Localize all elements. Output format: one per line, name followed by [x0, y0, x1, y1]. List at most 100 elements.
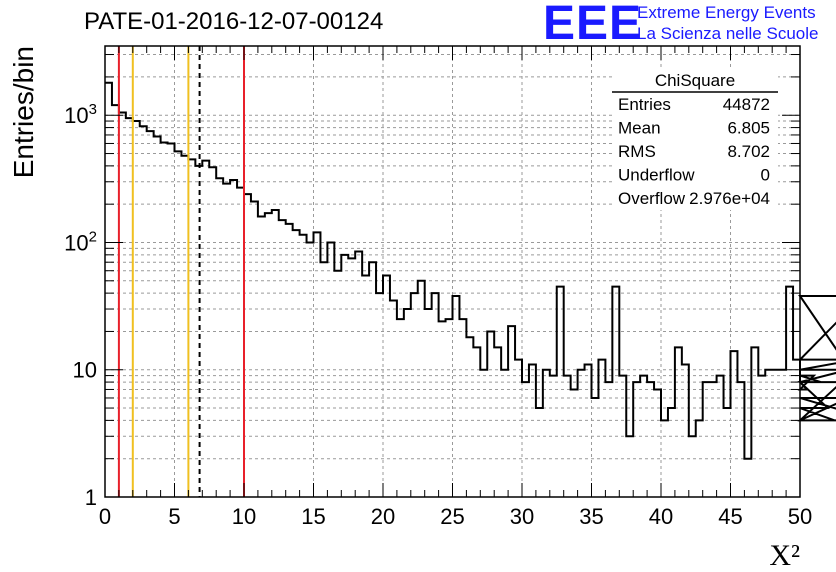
histogram-bin [230, 180, 237, 497]
histogram-bin [592, 398, 599, 497]
histogram-bin [682, 364, 689, 497]
histogram-bin [536, 408, 543, 497]
x-tick-label: 10 [232, 504, 256, 529]
histogram-bin [494, 347, 501, 497]
histogram-bin [126, 118, 133, 497]
histogram-bin [397, 319, 404, 497]
histogram-bin [717, 376, 724, 497]
stats-label: Overflow [618, 189, 686, 208]
histogram-bin [779, 370, 786, 497]
histogram-bin [418, 281, 425, 497]
x-tick-label: 5 [168, 504, 180, 529]
histogram-bin [390, 301, 397, 497]
x-tick-label: 0 [99, 504, 111, 529]
stats-value: 44872 [723, 95, 770, 114]
histogram-bin [244, 194, 251, 497]
logo-subtitle-1: Extreme Energy Events [637, 3, 816, 22]
histogram-bin [411, 293, 418, 497]
histogram-bin [112, 105, 119, 497]
histogram-bin [195, 166, 202, 497]
x-tick-label: 20 [371, 504, 395, 529]
histogram-bin [605, 382, 612, 497]
histogram-bin [188, 159, 195, 497]
histogram-bin [133, 121, 140, 497]
histogram-bin [598, 360, 605, 497]
histogram-bin [675, 347, 682, 497]
histogram-bin [181, 156, 188, 497]
histogram-bin [320, 262, 327, 497]
stats-label: RMS [618, 142, 656, 161]
x-axis-label: X² [769, 539, 800, 572]
histogram-bin [633, 382, 640, 497]
histogram-bin [744, 459, 751, 497]
histogram-bin [668, 408, 675, 497]
y-tick-label: 103 [64, 101, 97, 128]
histogram-bin [140, 126, 147, 497]
histogram-bin [119, 113, 126, 497]
histogram-bin [772, 370, 779, 497]
histogram-bin [647, 382, 654, 497]
histogram-bin [737, 382, 744, 497]
stats-value: 2.976e+04 [689, 189, 770, 208]
histogram-bin [703, 382, 710, 497]
x-tick-label: 15 [301, 504, 325, 529]
histogram-bin [612, 287, 619, 497]
stats-label: Underflow [618, 166, 695, 185]
histogram-bin [147, 131, 154, 497]
y-axis-label: Entries/bin [8, 46, 39, 178]
histogram-bin [459, 319, 466, 497]
histogram-bin [202, 161, 209, 497]
stats-label: Mean [618, 119, 661, 138]
histogram-bin [154, 137, 161, 497]
histogram-bin [362, 276, 369, 497]
histogram-bin [751, 347, 758, 497]
plot-title: PATE-01-2016-12-07-00124 [84, 8, 384, 35]
y-tick-label: 1 [85, 485, 97, 510]
histogram-bin [557, 287, 564, 497]
histogram-bin [327, 242, 334, 497]
stats-title: ChiSquare [655, 71, 735, 90]
x-axis: 0 5 10 15 20 25 30 35 40 45 50 [99, 46, 812, 529]
histogram-bin [480, 370, 487, 497]
histogram-bin [334, 271, 341, 497]
histogram-bin [661, 420, 668, 497]
histogram-bin [696, 420, 703, 497]
histogram-bin [279, 220, 286, 497]
histogram-bin [383, 276, 390, 497]
histogram-bin [168, 143, 175, 497]
histogram-bin [466, 337, 473, 497]
logo-subtitle-2: La Scienza nelle Scuole [637, 24, 819, 43]
histogram-bin [654, 389, 661, 497]
histogram-bin [432, 293, 439, 497]
histogram-bin [487, 331, 494, 497]
histogram-bin [293, 230, 300, 497]
histogram-bin [216, 178, 223, 497]
x-tick-label: 40 [649, 504, 673, 529]
histogram-bin [307, 242, 314, 497]
histogram-bin [640, 376, 647, 497]
histogram-bin [689, 436, 696, 497]
histogram-bin [265, 213, 272, 497]
histogram-bin [446, 319, 453, 497]
histogram-bin [175, 151, 182, 497]
histogram-bin [571, 389, 578, 497]
histogram-bin [209, 167, 216, 497]
histogram-bin [710, 382, 717, 497]
stats-box: ChiSquare Entries 44872 Mean 6.805 RMS 8.702 Un… [612, 68, 778, 210]
histogram-bin [619, 376, 626, 497]
histogram-bin [578, 370, 585, 497]
stats-value: 0 [761, 166, 770, 185]
x-tick-label: 45 [718, 504, 742, 529]
x-tick-label: 35 [579, 504, 603, 529]
x-tick-label: 50 [788, 504, 812, 529]
histogram-bin [439, 321, 446, 497]
histogram-bin [786, 287, 793, 497]
histogram-bin [286, 224, 293, 497]
histogram-bin [724, 408, 731, 497]
histogram-bin [529, 364, 536, 497]
histogram-bin [626, 436, 633, 497]
histogram-bin [501, 370, 508, 497]
histogram-bin [258, 217, 265, 497]
histogram-outline [105, 81, 836, 460]
